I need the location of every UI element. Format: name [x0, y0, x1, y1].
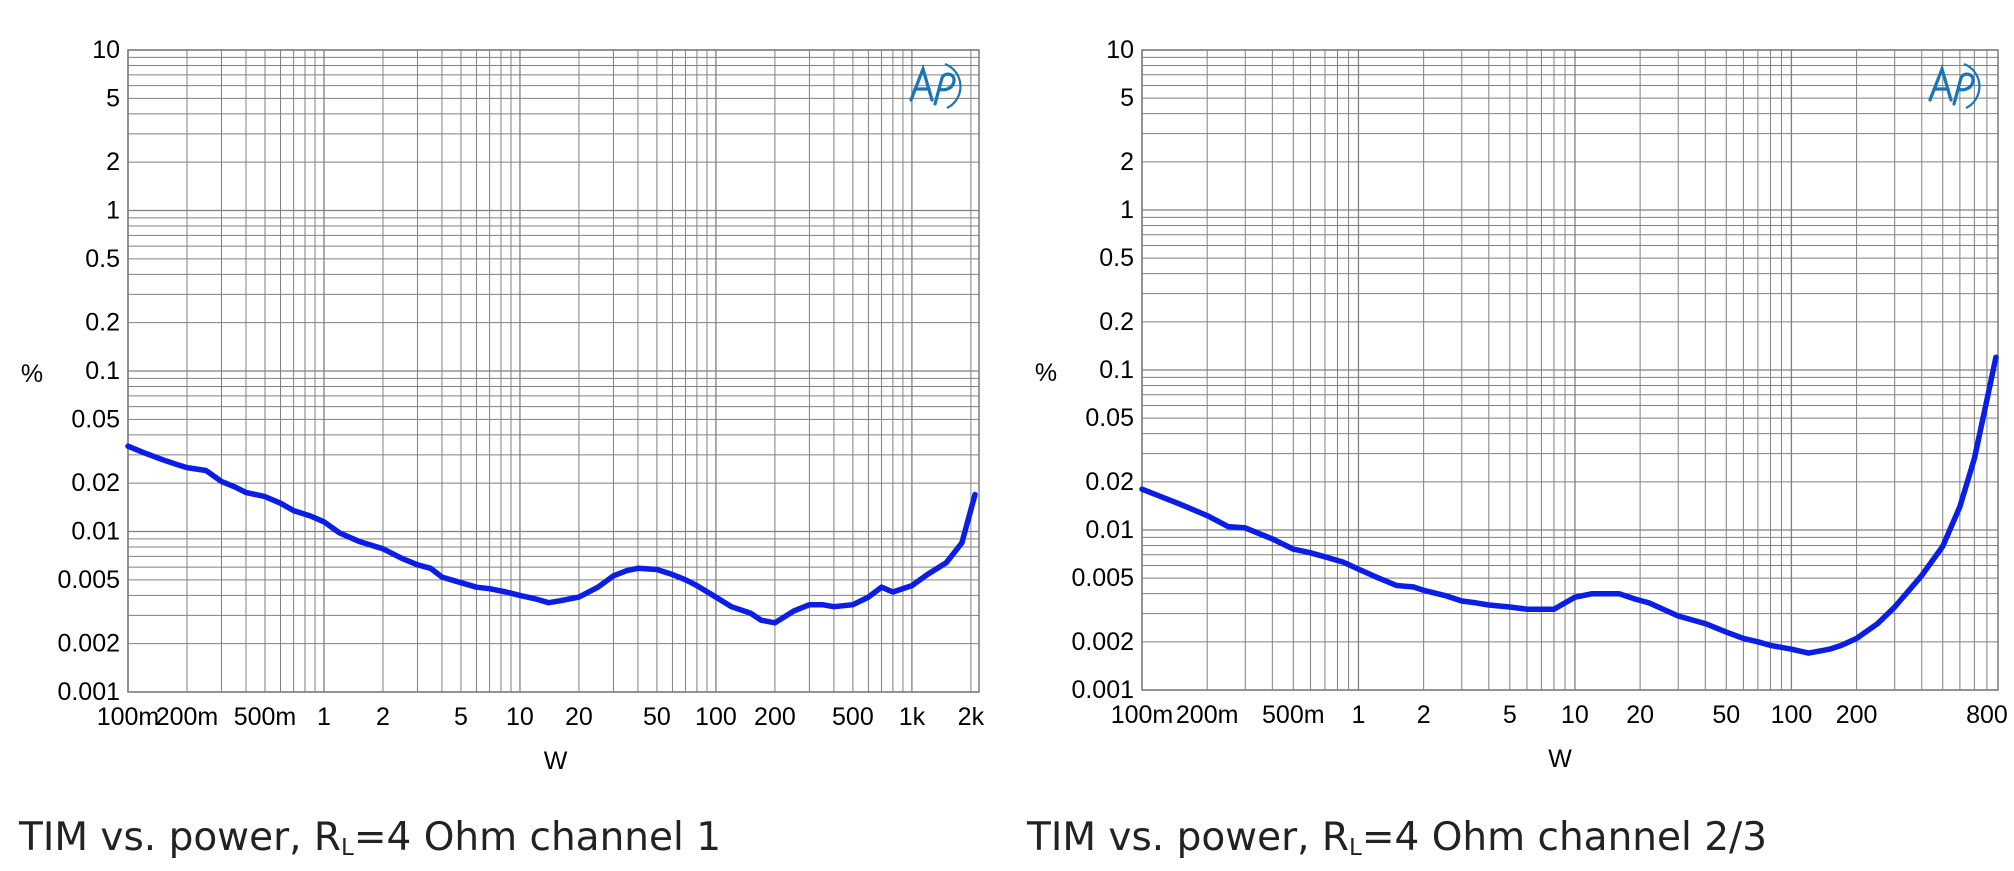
y-axis-label: % — [21, 360, 43, 388]
y-tick-label: 0.01 — [71, 518, 120, 546]
ap-logo-p-glyph — [1952, 72, 1975, 106]
series-line — [1139, 354, 1999, 656]
x-tick-label: 500 — [832, 703, 874, 731]
y-tick-label: 0.02 — [71, 469, 120, 497]
x-tick-label: 200 — [1836, 701, 1878, 729]
chart-channel-2-3: 10 5 2 1 0.5 0.2 0.1 0.05 0.02 0.01 0.005 0.002 0.00… — [1035, 36, 2008, 773]
y-tick-label: 5 — [106, 84, 120, 112]
x-tick-label: 100m — [1111, 701, 1174, 729]
series-line — [125, 443, 978, 626]
ap-logo-a-glyph — [909, 64, 934, 102]
x-tick-label: 200 — [754, 703, 796, 731]
x-tick-label: 2 — [376, 703, 390, 731]
y-tick-label: 0.05 — [1085, 404, 1134, 432]
caption-suffix: =4 Ohm channel 1 — [353, 815, 722, 860]
y-tick-label: 0.002 — [1071, 628, 1134, 656]
x-tick-label: 1 — [1352, 701, 1366, 729]
y-tick-label: 0.001 — [1071, 676, 1134, 704]
y-tick-label: 0.002 — [57, 630, 120, 658]
caption-subscript: L — [1349, 835, 1362, 861]
y-tick-label: 0.5 — [1099, 244, 1134, 272]
plot-frame — [1141, 49, 1999, 691]
y-tick-label: 5 — [1120, 84, 1134, 112]
y-tick-label: 0.2 — [85, 309, 120, 337]
y-tick-label: 10 — [92, 36, 120, 64]
ap-logo-arc — [1963, 62, 1981, 109]
x-tick-label: 20 — [1626, 701, 1654, 729]
caption-subscript: L — [341, 835, 354, 861]
y-tick-label: 0.05 — [71, 405, 120, 433]
x-tick-label: 2 — [1417, 701, 1431, 729]
ap-logo-a-glyph — [1928, 64, 1953, 102]
caption-prefix: TIM vs. power, R — [1027, 815, 1349, 860]
chart-channel-1: 10 5 2 1 0.5 0.2 0.1 0.05 0.02 0.01 0.005 0.002 0.00… — [21, 36, 985, 775]
x-tick-label: 200m — [156, 703, 219, 731]
y-tick-label: 0.01 — [1085, 516, 1134, 544]
chart-caption-channel-1: TIM vs. power, RL=4 Ohm channel 1 — [19, 818, 721, 860]
x-tick-label: 500m — [234, 703, 297, 731]
y-tick-label: 1 — [1120, 196, 1134, 224]
y-tick-label: 0.2 — [1099, 308, 1134, 336]
ap-logo — [1928, 62, 1981, 109]
grid-lines — [127, 49, 979, 693]
y-tick-label: 0.005 — [1071, 564, 1134, 592]
x-tick-label: 50 — [643, 703, 671, 731]
ap-logo-p-glyph — [933, 72, 956, 106]
ap-logo — [909, 62, 962, 109]
y-tick-label: 0.5 — [85, 245, 120, 273]
y-axis-label: % — [1035, 359, 1057, 387]
x-axis-label: W — [544, 747, 568, 775]
caption-suffix: =4 Ohm channel 2/3 — [1361, 815, 1768, 860]
y-tick-label: 10 — [1106, 36, 1134, 64]
y-tick-label: 0.005 — [57, 566, 120, 594]
x-tick-label: 2k — [958, 703, 985, 731]
y-tick-label: 1 — [106, 197, 120, 225]
y-tick-label: 2 — [106, 148, 120, 176]
x-tick-label: 800 — [1966, 701, 2008, 729]
x-tick-label: 20 — [565, 703, 593, 731]
chart-panel-channel-2-3: 10 5 2 1 0.5 0.2 0.1 0.05 0.02 0.01 0.005 0.002 0.00… — [1007, 0, 2014, 871]
x-tick-label: 1 — [317, 703, 331, 731]
x-tick-label: 500m — [1262, 701, 1325, 729]
y-tick-label: 2 — [1120, 148, 1134, 176]
y-tick-label: 0.1 — [1099, 356, 1134, 384]
y-tick-label: 0.1 — [85, 357, 120, 385]
chart-panel-channel-1: 10 5 2 1 0.5 0.2 0.1 0.05 0.02 0.01 0.005 0.002 0.00… — [19, 36, 985, 860]
x-tick-label: 50 — [1712, 701, 1740, 729]
x-tick-label: 200m — [1176, 701, 1239, 729]
x-tick-label: 10 — [506, 703, 534, 731]
chart-caption-channel-2-3: TIM vs. power, RL=4 Ohm channel 2/3 — [1027, 818, 1767, 860]
x-tick-label: 100m — [97, 703, 160, 731]
ap-logo-arc — [944, 62, 962, 109]
x-tick-label: 100 — [1771, 701, 1813, 729]
x-tick-label: 10 — [1561, 701, 1589, 729]
y-tick-label: 0.02 — [1085, 468, 1134, 496]
x-tick-label: 100 — [695, 703, 737, 731]
x-tick-label: 1k — [899, 703, 926, 731]
plot-frame — [127, 49, 980, 693]
x-axis-label: W — [1548, 745, 1572, 773]
grid-lines — [1141, 49, 1999, 691]
x-tick-label: 5 — [454, 703, 468, 731]
y-tick-label: 0.001 — [57, 678, 120, 706]
caption-prefix: TIM vs. power, R — [19, 815, 341, 860]
x-tick-label: 5 — [1503, 701, 1517, 729]
